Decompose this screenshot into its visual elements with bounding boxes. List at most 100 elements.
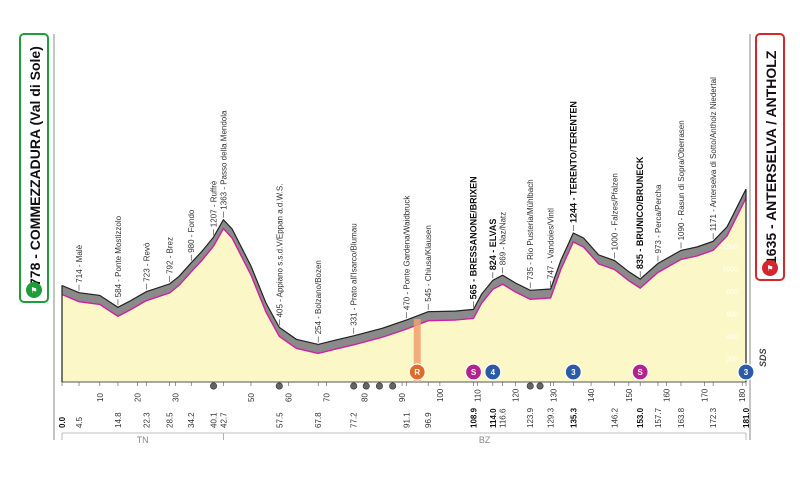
distance-label: 120: [512, 388, 521, 402]
climb-category-icon: [484, 363, 502, 381]
waypoint-label: 1244 - TERENTO/TERENTEN: [568, 101, 578, 223]
profile-road-line: [61, 197, 747, 355]
distance-label: 0.0: [58, 416, 67, 428]
distance-label: 157.7: [654, 407, 663, 428]
distance-label: 40.1: [210, 412, 219, 428]
finish-town-name: 1635 - ANTERSELVA / ANTHOLZ: [763, 50, 779, 264]
climb-category-icon: [737, 363, 755, 381]
feed-zone-label: R: [414, 368, 420, 377]
distance-label: 50: [247, 393, 256, 402]
y-tick-label: 800: [726, 289, 738, 296]
waypoint-labels-layer: 714 - Malè 584 - Ponte Mostizzolo 723 - Re…: [75, 77, 718, 334]
distance-label: 150: [625, 388, 634, 402]
distance-label: 116.6: [499, 408, 508, 428]
distance-label: 10: [96, 393, 105, 402]
sprint-label: S: [471, 368, 477, 377]
waypoint-label: 973 - Perca/Percha: [654, 184, 663, 253]
waypoint-label: 1171 - Anterselva di Sotto/Antholz Niede…: [709, 77, 718, 231]
distance-label: 30: [171, 393, 180, 402]
y-ticks-layer: 200 400 600 800 1000 1200: [722, 244, 738, 364]
waypoint-label: 545 - Chiusa/Klausen: [424, 225, 433, 302]
waypoint-label: 723 - Revò: [142, 242, 151, 282]
y-tick-label: 400: [726, 334, 738, 341]
distance-label: 34.2: [187, 412, 196, 428]
waypoint-label: 824 - ELVAS: [488, 219, 498, 271]
distance-label: 180: [738, 388, 747, 402]
distance-label: 181.0: [742, 407, 751, 428]
distance-label: 80: [360, 393, 369, 402]
profile-ridge-line: [61, 188, 747, 346]
distance-label: 130: [549, 388, 558, 402]
markers-layer: 4 3 3 S S R: [210, 363, 755, 390]
distance-label: 14.8: [114, 412, 123, 428]
waypoint-label: 254 - Bolzano/Bozen: [314, 260, 323, 334]
profile-body: [62, 198, 746, 382]
y-tick-label: 200: [726, 357, 738, 364]
region-label: TN: [137, 435, 149, 445]
waypoint-label: 835 - BRUNICO/BRUNECK: [635, 156, 645, 269]
waypoint-label: 470 - Ponte Gardena/Waidbruck: [402, 195, 411, 310]
climb-category-icon: [564, 363, 582, 381]
distance-label: 67.8: [314, 412, 323, 428]
distance-label: 60: [285, 393, 294, 402]
distance-label: 153.0: [636, 407, 645, 428]
distance-label: 163.8: [677, 407, 686, 428]
distance-label: 129.3: [547, 407, 556, 428]
sprint-label: S: [638, 368, 644, 377]
distance-labels-layer: 0.0 4.5 10 14.8 20 22.3 28.5 30 34.2 40.1 42.7 50 57…: [58, 382, 751, 428]
start-bike-icon: ⚑: [30, 286, 37, 295]
distance-label: 57.5: [275, 412, 284, 428]
waypoint-label: 331 - Prato all'Isarco/Blumau: [350, 223, 359, 325]
route-marker-icon: [536, 382, 544, 390]
sprint-icon: [464, 363, 483, 381]
start-town-name: 778 - COMMEZZADURA (Val di Sole): [27, 46, 43, 286]
distance-label: 172.3: [709, 407, 718, 428]
distance-label: 160: [663, 388, 672, 402]
waypoint-label: 792 - Brez: [166, 237, 175, 274]
y-tick-label: 1000: [722, 267, 738, 274]
route-marker-icon: [389, 382, 397, 390]
waypoint-label: 747 - Vandoies/Vintl: [547, 208, 556, 279]
organizer-logo: SDS: [758, 348, 768, 367]
finish-bike-icon: ⚑: [766, 264, 773, 273]
route-marker-icon: [375, 382, 383, 390]
distance-label: 100: [436, 388, 445, 402]
waypoint-label: 584 - Ponte Mostizzolo: [114, 215, 123, 297]
waypoint-label: 735 - Rio Pusteria/Mühlbach: [526, 179, 535, 280]
distance-label: 96.9: [424, 412, 433, 428]
distance-label: 28.5: [166, 412, 175, 428]
distance-label: 90: [398, 393, 407, 402]
distance-label: 135.3: [569, 407, 578, 428]
feed-zone-icon: [408, 363, 426, 381]
climb-category-label: 3: [744, 368, 749, 377]
start-town-box: 778 - COMMEZZADURA (Val di Sole) ⚑: [19, 33, 49, 303]
distance-label: 20: [134, 393, 143, 402]
waypoint-label: 565 - BRESSANONE/BRIXEN: [469, 176, 479, 299]
start-flag-icon: [26, 282, 42, 298]
finish-town-box: 1635 - ANTERSELVA / ANTHOLZ ⚑: [755, 33, 785, 281]
climb-category-label: 4: [491, 368, 496, 377]
waypoint-label: 405 - Appiano s.s.d.V/Eppan a.d.W.S.: [275, 184, 284, 318]
waypoint-guides-layer: [78, 211, 714, 343]
distance-label: 4.5: [75, 416, 84, 428]
waypoint-label: 714 - Malè: [75, 244, 84, 282]
distance-label: 77.2: [350, 412, 359, 428]
distance-label: 91.1: [402, 412, 411, 428]
sprint-icon: [631, 363, 649, 381]
finish-flag-icon: [762, 260, 778, 276]
profile-fill-layer: [61, 188, 747, 383]
climb-category-label: 3: [571, 368, 576, 377]
distance-label: 146.2: [611, 407, 620, 428]
distance-label: 70: [323, 393, 332, 402]
distance-label: 108.9: [470, 407, 479, 428]
feed-zone-bar: [413, 319, 421, 382]
distance-label: 22.3: [142, 412, 151, 428]
waypoint-label: 980 - Fondo: [187, 209, 196, 253]
distance-label: 123.9: [526, 407, 535, 428]
y-tick-label: 1200: [722, 244, 738, 251]
waypoint-label: 1207 - Ruffrè: [210, 180, 219, 227]
waypoint-label: 1000 - Falzes/Pfalzen: [611, 173, 620, 250]
distance-label: 42.7: [219, 412, 228, 428]
distance-label: 110: [474, 389, 483, 402]
